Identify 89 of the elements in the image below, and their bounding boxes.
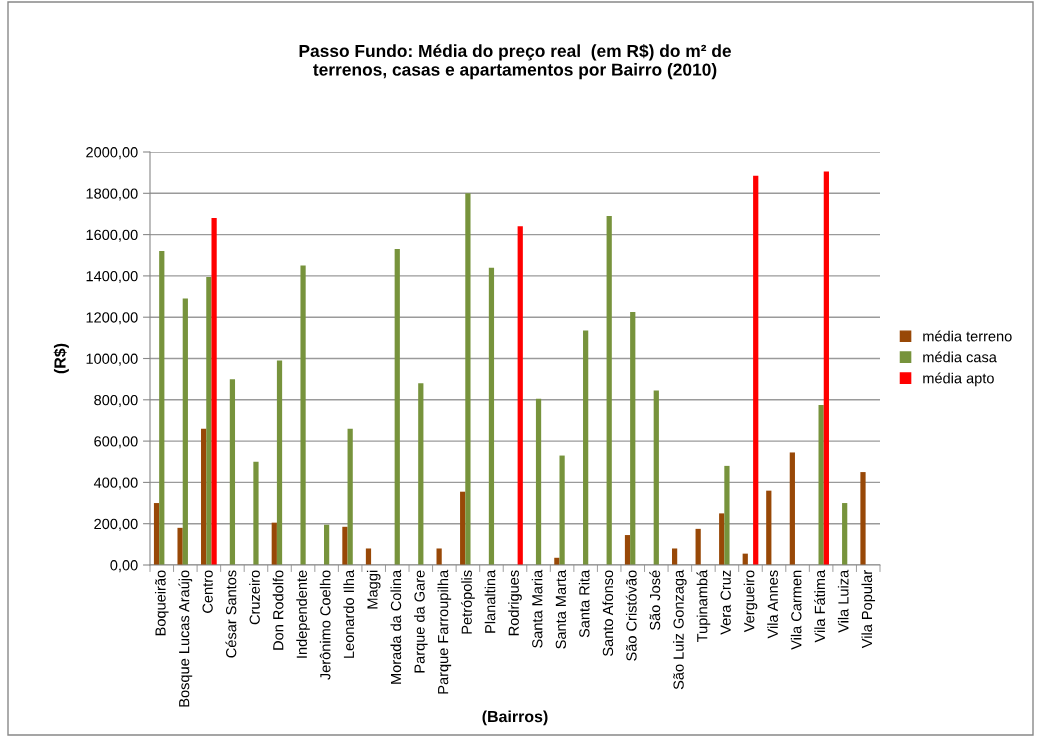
bar — [229, 379, 236, 565]
y-tick-label: 2000,00 — [86, 147, 138, 160]
x-tick-label: César Santos — [225, 570, 237, 658]
bar — [517, 226, 523, 565]
x-tick-label: Vergueiro — [743, 570, 758, 633]
x-tick-label: Morada da Colina — [390, 569, 402, 684]
x-tick-label: São Cristóvão — [625, 570, 637, 661]
bar — [860, 472, 866, 565]
bar — [394, 249, 400, 565]
x-tick-label: Rodrigues — [508, 570, 522, 636]
x-tick-label: Maggi — [366, 570, 381, 609]
bar — [347, 428, 353, 565]
y-axis-title: (R$) — [53, 343, 69, 374]
chart-title: Passo Fundo: Média do preço real (em R$) do m² de terrenos, casas e apartamentos por Bairro (2010) — [299, 44, 731, 80]
x-tick-label: Tupinambá — [696, 569, 711, 642]
y-tick-label: 1400,00 — [86, 271, 138, 284]
bar — [671, 548, 678, 565]
bar — [583, 330, 589, 565]
y-tick-label: 1200,00 — [86, 312, 138, 325]
x-tick-label: Parque da Gare — [414, 570, 428, 673]
bar — [753, 175, 759, 565]
x-tick-label: Vila Carmen — [790, 570, 802, 650]
bar — [559, 455, 565, 565]
y-tick-label: 800,00 — [94, 394, 138, 407]
bar — [465, 193, 471, 565]
x-tick-label: Vera Cruz — [720, 570, 731, 635]
x-tick-label: Santa Maria — [531, 569, 543, 648]
x-tick-label: Santa Rita — [578, 569, 590, 638]
bar — [695, 528, 701, 565]
x-tick-label: Vila Fátima — [814, 569, 826, 643]
bar — [177, 527, 183, 565]
x-tick-label: Cruzeiro — [249, 570, 260, 625]
bar — [159, 251, 165, 565]
x-tick-label: Bosque Lucas Araújo — [178, 570, 193, 707]
bar — [253, 461, 259, 565]
bar — [766, 490, 772, 565]
bar — [182, 298, 188, 565]
bar — [201, 428, 207, 565]
legend-label: média apto — [923, 372, 994, 387]
bar — [842, 503, 848, 565]
bar — [789, 452, 795, 565]
x-tick-label: Petrópolis — [461, 570, 475, 634]
bar — [535, 398, 542, 565]
bar — [653, 390, 659, 565]
bar — [436, 548, 442, 565]
x-tick-label: Vila Annes — [767, 570, 778, 639]
bar — [606, 216, 612, 565]
y-tick-label: 600,00 — [94, 436, 138, 449]
bar — [488, 267, 495, 565]
x-tick-label: Santa Marta — [555, 569, 567, 649]
x-tick-label: Jerônimo Coelho — [319, 570, 331, 680]
x-tick-label: Centro — [202, 570, 213, 613]
legend-label: média casa — [923, 351, 997, 363]
bar — [823, 171, 829, 565]
bar — [624, 535, 631, 565]
bar — [724, 465, 730, 565]
bar — [630, 312, 636, 565]
bar — [271, 522, 277, 565]
bar — [460, 491, 466, 565]
x-tick-label: São José — [649, 570, 661, 630]
y-tick-label: 1000,00 — [86, 353, 138, 366]
y-tick-label: 0,00 — [110, 560, 138, 573]
x-tick-label: Leonardo Ilha — [343, 569, 355, 658]
bar — [276, 360, 283, 565]
y-tick-label: 400,00 — [93, 477, 138, 490]
bar — [719, 513, 725, 565]
bar — [365, 548, 372, 565]
bar — [300, 265, 306, 565]
y-tick-label: 1800,00 — [86, 188, 138, 201]
y-tick-label: 1600,00 — [86, 229, 138, 242]
x-axis-title: (Bairros) — [482, 710, 548, 726]
x-tick-label: Santo Afonso — [602, 570, 614, 656]
y-tick-label: 200,00 — [94, 518, 138, 531]
bar — [211, 218, 217, 565]
bar — [342, 526, 348, 565]
bar — [153, 503, 160, 565]
bar — [206, 276, 212, 565]
x-tick-label: Vila Popular — [861, 570, 876, 649]
x-tick-label: Parque Farroupilha — [437, 569, 452, 694]
x-tick-label: Don Rodolfo — [272, 570, 284, 650]
legend-label: média terreno — [923, 330, 1012, 342]
bar — [324, 524, 330, 565]
x-tick-label: Planaltina — [484, 569, 496, 633]
bar — [818, 404, 824, 565]
bar — [418, 383, 424, 565]
x-tick-label: São Luiz Gonzaga — [673, 569, 687, 690]
x-tick-label: Independente — [296, 570, 310, 658]
x-tick-label: Boqueirão — [154, 570, 169, 636]
x-tick-label: Vila Luiza — [837, 569, 849, 633]
